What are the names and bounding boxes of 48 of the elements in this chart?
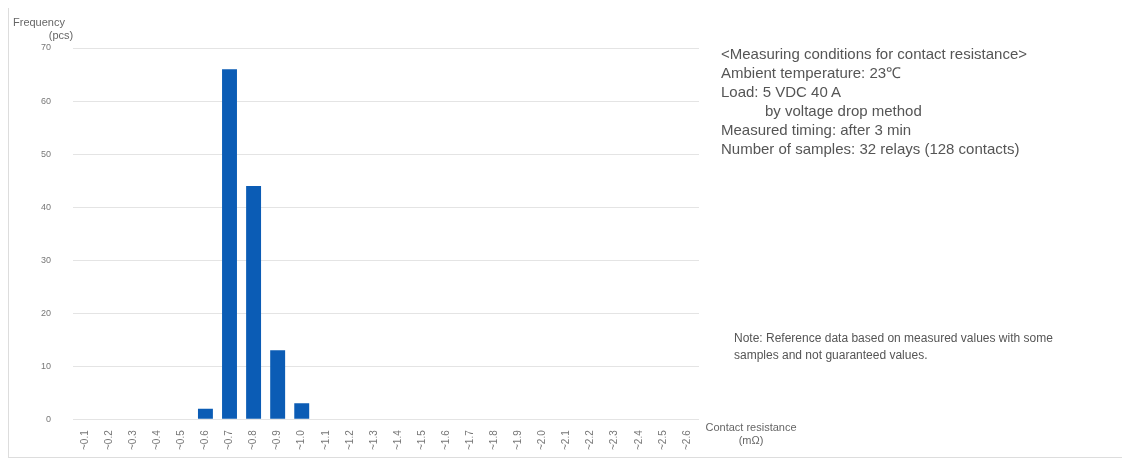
x-tick-label: ~1.0	[295, 429, 307, 451]
x-tick-label: ~1.4	[391, 429, 403, 451]
text: Load: 5 VDC 40 A	[721, 82, 843, 101]
text: by voltage drop method	[764, 101, 923, 120]
x-tick-label: ~2.2	[584, 429, 596, 451]
x-tick-label: ~0.5	[175, 429, 187, 451]
x-tick-label: ~1.2	[343, 429, 355, 451]
x-tick-label: ~2.5	[656, 429, 668, 451]
x-tick-label: ~2.4	[632, 429, 644, 451]
x-tick-label: ~1.7	[464, 429, 476, 451]
x-tick-label: ~1.1	[319, 429, 331, 451]
y-tick-label: 0	[46, 413, 52, 424]
bar	[294, 403, 310, 419]
y-axis-title: Frequency (pcs)	[13, 16, 74, 41]
x-tick-label: ~1.5	[415, 429, 427, 451]
bar	[246, 185, 262, 419]
y-tick-label: 40	[41, 201, 52, 212]
x-tick-label: ~1.9	[512, 429, 524, 451]
x-tick-label: ~0.1	[78, 429, 90, 451]
x-tick-label: ~2.0	[536, 429, 548, 451]
x-tick-label: ~2.6	[680, 429, 692, 451]
x-tick-label: ~0.8	[247, 429, 259, 451]
bar	[222, 69, 237, 419]
y-tick-label: 50	[41, 148, 52, 159]
x-tick-label: ~1.3	[367, 429, 379, 451]
x-tick-label: ~0.6	[199, 429, 211, 451]
x-tick-label: ~0.2	[102, 429, 114, 451]
text: Ambient temperature: 23℃	[721, 63, 903, 82]
x-tick-label: ~1.8	[488, 429, 500, 451]
x-tick-label: ~0.4	[151, 429, 163, 451]
x-tick-label: ~0.7	[223, 429, 235, 451]
text: <Measuring conditions for contact resistance>	[721, 44, 1027, 63]
x-tick-label: ~1.6	[439, 429, 451, 451]
x-tick-label: ~0.3	[126, 429, 138, 451]
y-tick-label: 30	[41, 254, 52, 265]
text: Number of samples: 32 relays (128 contacts)	[721, 139, 1021, 158]
x-tick-label: ~0.9	[271, 429, 283, 451]
bar	[270, 350, 286, 419]
x-tick-label: ~2.3	[608, 429, 620, 451]
x-tick-label: ~2.1	[560, 429, 572, 451]
y-tick-label: 10	[41, 360, 52, 371]
x-axis-title: Contact resistance (mΩ)	[705, 421, 797, 447]
y-tick-label: 20	[41, 307, 52, 318]
text: Note: Reference data based on measured values with some samples and not guaranteed values.	[734, 330, 1054, 364]
y-tick-label: 70	[41, 42, 52, 53]
bar	[197, 408, 213, 419]
text: Measured timing: after 3 min	[721, 120, 913, 139]
y-tick-label: 60	[41, 95, 52, 106]
